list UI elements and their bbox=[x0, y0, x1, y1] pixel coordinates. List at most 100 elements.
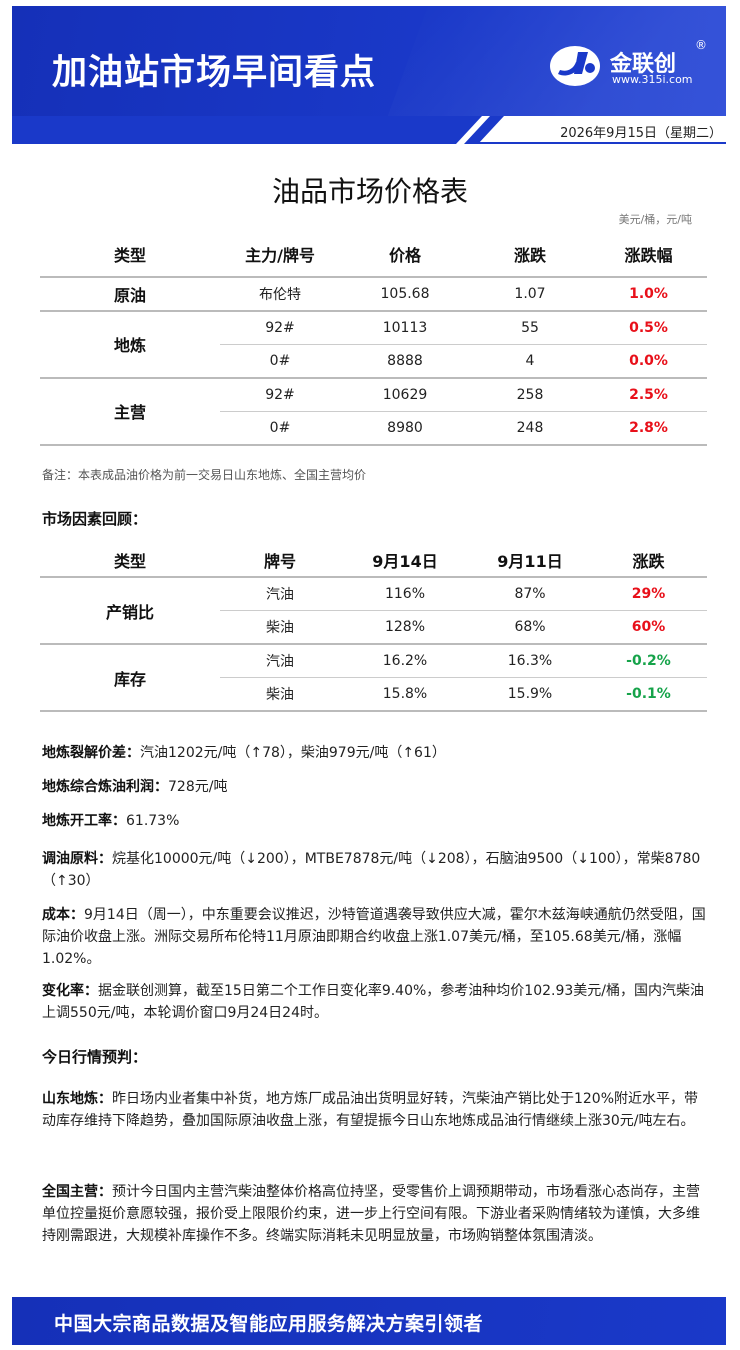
table-row: 原油 布伦特 105.68 1.07 1.0% bbox=[40, 277, 707, 312]
header-banner: 加油站市场早间看点 金联创 ® www.315i.com bbox=[12, 6, 726, 116]
brand-name: 金联创 bbox=[610, 52, 677, 77]
item-text: 昨日场内业者集中补货，地方炼厂成品油出货明显好转，汽柴油产销比处于120%附近水… bbox=[42, 1091, 699, 1129]
section-title-factors: 市场因素回顾： bbox=[42, 510, 148, 528]
table-row: 0# 8980 248 2.8% bbox=[40, 411, 707, 446]
pct-cell: 2.5% bbox=[590, 377, 707, 412]
change-cell: 60% bbox=[590, 610, 707, 645]
table-row: 产销比 汽油 116% 87% 29% bbox=[40, 577, 707, 645]
value-cell: 116% bbox=[340, 577, 470, 611]
header-cell: 类型 bbox=[40, 543, 220, 578]
brand-cell: 0# bbox=[220, 411, 340, 446]
table-row: 0# 8888 4 0.0% bbox=[40, 344, 707, 379]
item-text: 汽油1202元/吨（↑78），柴油979元/吨（↑61） bbox=[140, 745, 446, 761]
price-cell: 8980 bbox=[340, 411, 470, 446]
header-cell: 涨跌 bbox=[470, 232, 590, 278]
header-cell: 9月11日 bbox=[470, 543, 590, 578]
brand-cell: 92# bbox=[220, 310, 340, 345]
brand-logo-icon bbox=[550, 46, 600, 86]
brand-url: www.315i.com bbox=[612, 73, 693, 86]
header-cell: 涨跌 bbox=[590, 543, 707, 578]
pct-cell: 1.0% bbox=[590, 277, 707, 312]
item-label: 地炼裂解价差： bbox=[42, 745, 140, 761]
pct-cell: 0.0% bbox=[590, 344, 707, 379]
table-row: 柴油 15.8% 15.9% -0.1% bbox=[40, 677, 707, 712]
item-text: 61.73% bbox=[126, 813, 180, 829]
table-row: 主营 92# 10629 258 2.5% bbox=[40, 377, 707, 446]
factors-table: 类型 牌号 9月14日 9月11日 涨跌 产销比 汽油 116% 87% 29%… bbox=[40, 543, 707, 712]
header-cell: 类型 bbox=[40, 232, 220, 278]
pct-cell: 2.8% bbox=[590, 411, 707, 446]
brand-registered-mark: ® bbox=[695, 38, 707, 52]
price-cell: 10113 bbox=[340, 310, 470, 345]
price-table-title: 油品市场价格表 bbox=[271, 175, 468, 208]
price-cell: 10629 bbox=[340, 377, 470, 412]
group-label: 地炼 bbox=[40, 310, 220, 379]
item-text: 据金联创测算，截至15日第二个工作日变化率9.40%，参考油种均价102.93美… bbox=[42, 983, 704, 1021]
brand-cell: 柴油 bbox=[220, 677, 340, 712]
blending-material-paragraph: 调油原料：烷基化10000元/吨（↓200），MTBE7878元/吨（↓208）… bbox=[42, 848, 706, 892]
item-text: 预计今日国内主营汽柴油整体价格高位持坚，受零售价上调预期带动，市场看涨心态尚存，… bbox=[42, 1184, 700, 1244]
shandong-forecast-paragraph: 山东地炼：昨日场内业者集中补货，地方炼厂成品油出货明显好转，汽柴油产销比处于12… bbox=[42, 1088, 706, 1132]
header-cell: 涨跌幅 bbox=[590, 232, 707, 278]
group-label: 主营 bbox=[40, 377, 220, 446]
pct-cell: 0.5% bbox=[590, 310, 707, 345]
report-date: 2026年9月15日（星期二） bbox=[560, 126, 722, 141]
item-label: 变化率： bbox=[42, 983, 98, 999]
change-cell: 4 bbox=[470, 344, 590, 379]
brand-cell: 布伦特 bbox=[220, 277, 340, 312]
value-cell: 15.8% bbox=[340, 677, 470, 712]
price-unit: 美元/桶，元/吨 bbox=[618, 213, 692, 226]
change-cell: -0.1% bbox=[590, 677, 707, 712]
change-cell: 248 bbox=[470, 411, 590, 446]
change-cell: -0.2% bbox=[590, 644, 707, 678]
change-cell: 55 bbox=[470, 310, 590, 345]
crack-spread-line: 地炼裂解价差：汽油1202元/吨（↑78），柴油979元/吨（↑61） bbox=[42, 742, 706, 764]
value-cell: 16.3% bbox=[470, 644, 590, 678]
price-table-header: 类型 主力/牌号 价格 涨跌 涨跌幅 bbox=[40, 232, 707, 278]
value-cell: 15.9% bbox=[470, 677, 590, 712]
header-cell: 牌号 bbox=[220, 543, 340, 578]
footer-banner: 中国大宗商品数据及智能应用服务解决方案引领者 bbox=[12, 1297, 726, 1345]
table-row: 地炼 92# 10113 55 0.5% bbox=[40, 310, 707, 379]
price-cell: 8888 bbox=[340, 344, 470, 379]
item-text: 烷基化10000元/吨（↓200），MTBE7878元/吨（↓208），石脑油9… bbox=[42, 851, 701, 889]
header-cell: 主力/牌号 bbox=[220, 232, 340, 278]
brand-cell: 92# bbox=[220, 377, 340, 412]
section-title-forecast: 今日行情预判： bbox=[42, 1048, 148, 1066]
price-table: 类型 主力/牌号 价格 涨跌 涨跌幅 原油 布伦特 105.68 1.07 1.… bbox=[40, 232, 707, 446]
table-row: 柴油 128% 68% 60% bbox=[40, 610, 707, 645]
factors-table-header: 类型 牌号 9月14日 9月11日 涨跌 bbox=[40, 543, 707, 578]
value-cell: 68% bbox=[470, 610, 590, 645]
brand-cell: 汽油 bbox=[220, 644, 340, 678]
item-label: 地炼综合炼油利润： bbox=[42, 779, 168, 795]
table-note: 备注：本表成品油价格为前一交易日山东地炼、全国主营均价 bbox=[42, 468, 367, 482]
item-text: 728元/吨 bbox=[168, 779, 228, 795]
national-forecast-paragraph: 全国主营：预计今日国内主营汽柴油整体价格高位持坚，受零售价上调预期带动，市场看涨… bbox=[42, 1181, 706, 1247]
group-label: 产销比 bbox=[40, 577, 220, 645]
value-cell: 87% bbox=[470, 577, 590, 611]
cost-paragraph: 成本：9月14日（周一），中东重要会议推迟，沙特管道遇袭导致供应大减，霍尔木兹海… bbox=[42, 904, 706, 970]
header-stripe bbox=[12, 116, 726, 144]
header-cell: 价格 bbox=[340, 232, 470, 278]
change-cell: 1.07 bbox=[470, 277, 590, 312]
item-label: 地炼开工率： bbox=[42, 813, 126, 829]
brand-cell: 汽油 bbox=[220, 577, 340, 611]
item-label: 成本： bbox=[42, 907, 84, 923]
page-title: 加油站市场早间看点 bbox=[52, 53, 377, 93]
item-label: 调油原料： bbox=[42, 851, 112, 867]
change-cell: 29% bbox=[590, 577, 707, 611]
brand-cell: 柴油 bbox=[220, 610, 340, 645]
value-cell: 16.2% bbox=[340, 644, 470, 678]
item-label: 山东地炼： bbox=[42, 1091, 112, 1107]
change-rate-paragraph: 变化率：据金联创测算，截至15日第二个工作日变化率9.40%，参考油种均价102… bbox=[42, 980, 706, 1024]
brand-cell: 0# bbox=[220, 344, 340, 379]
refining-profit-line: 地炼综合炼油利润：728元/吨 bbox=[42, 776, 706, 798]
operating-rate-line: 地炼开工率：61.73% bbox=[42, 810, 706, 832]
price-cell: 105.68 bbox=[340, 277, 470, 312]
group-label: 原油 bbox=[40, 277, 220, 312]
item-label: 全国主营： bbox=[42, 1184, 112, 1200]
table-row: 库存 汽油 16.2% 16.3% -0.2% bbox=[40, 644, 707, 712]
group-label: 库存 bbox=[40, 644, 220, 712]
footer-slogan: 中国大宗商品数据及智能应用服务解决方案引领者 bbox=[54, 1313, 484, 1335]
change-cell: 258 bbox=[470, 377, 590, 412]
